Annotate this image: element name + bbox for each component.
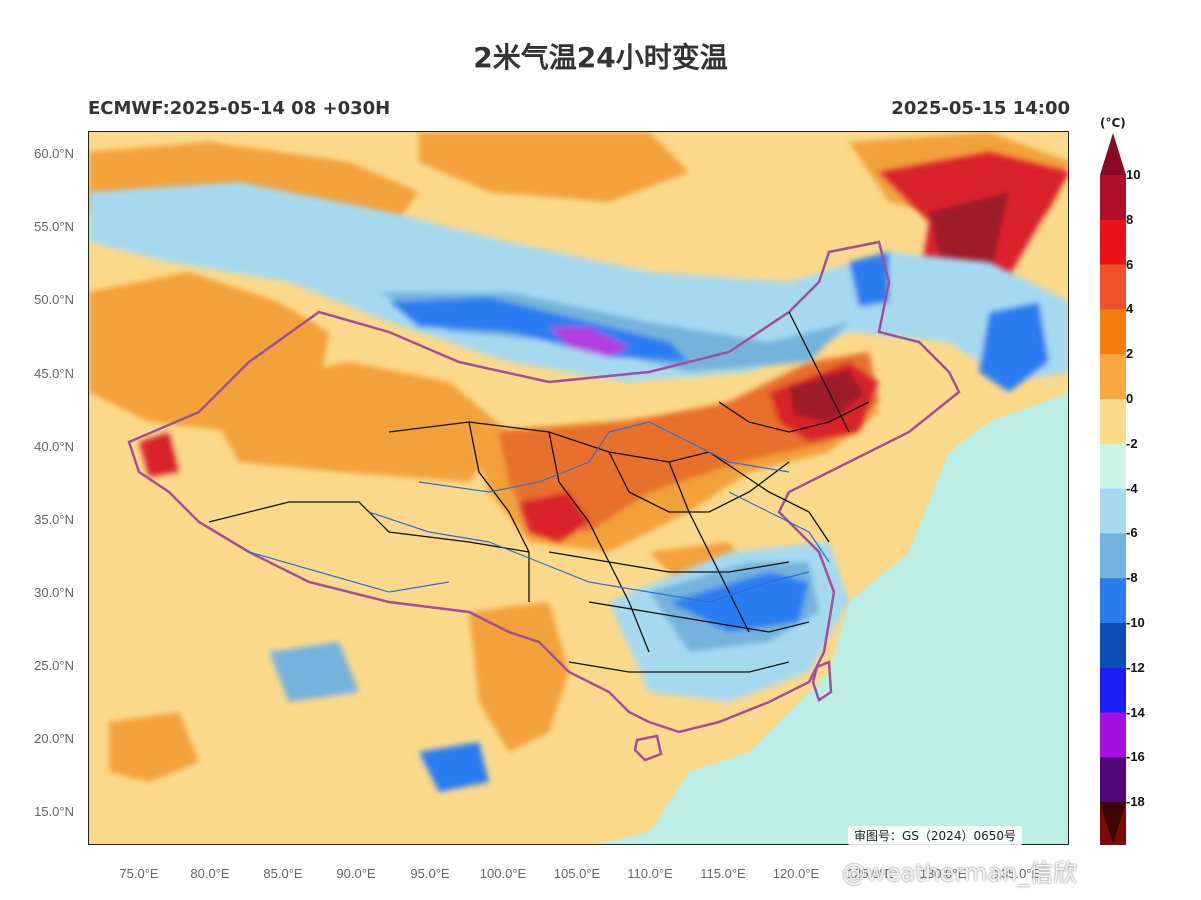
colorbar-segment	[1100, 175, 1126, 221]
colorbar-segment	[1100, 399, 1126, 445]
temperature-change-map	[89, 132, 1068, 844]
colorbar-segment	[1100, 309, 1126, 355]
lat-tick: 55.0°N	[34, 219, 74, 234]
lat-tick: 25.0°N	[34, 658, 74, 673]
lat-tick: 35.0°N	[34, 512, 74, 527]
colorbar-segment	[1100, 578, 1126, 624]
colorbar-label: -14	[1126, 704, 1145, 720]
colorbar-segment	[1100, 354, 1126, 400]
colorbar-top-arrow	[1100, 133, 1126, 175]
colorbar-label: -4	[1126, 480, 1138, 496]
lon-tick: 100.0°E	[479, 866, 527, 881]
colorbar-segment	[1100, 623, 1126, 669]
lon-tick: 115.0°E	[700, 866, 746, 881]
colorbar-label: -10	[1126, 615, 1145, 630]
colorbar-label: 2	[1126, 346, 1134, 362]
lon-tick: 85.0°E	[263, 866, 303, 881]
lon-tick: 75.0°E	[119, 866, 159, 881]
colorbar-label: 4	[1126, 301, 1134, 317]
lat-tick: 45.0°N	[34, 366, 74, 381]
colorbar-label: 0	[1126, 391, 1134, 406]
lon-tick: 110.0°E	[627, 866, 673, 881]
colorbar-label: -2	[1126, 435, 1138, 451]
lat-tick: 20.0°N	[34, 731, 74, 746]
lat-tick: 40.0°N	[34, 439, 74, 454]
map-approval-number: 审图号：GS（2024）0650号	[848, 826, 1022, 845]
watermark: @weatherman_信欣	[842, 859, 1078, 887]
taiwan-outline	[811, 660, 833, 702]
colorbar-segment	[1100, 533, 1126, 579]
lon-tick: 80.0°E	[190, 866, 230, 881]
rivers	[248, 421, 830, 603]
colorbar-label: 8	[1126, 211, 1134, 227]
colorbar-unit: (°C)	[1100, 116, 1126, 130]
lon-tick: 95.0°E	[410, 866, 450, 881]
lon-tick: 130.0°E	[919, 866, 967, 881]
colorbar-segment	[1100, 264, 1126, 310]
valid-time-label: 2025-05-15 14:00	[891, 98, 1070, 119]
colorbar-segment	[1100, 488, 1126, 534]
lon-tick: 120.0°E	[772, 866, 820, 881]
lat-tick: 60.0°N	[34, 146, 74, 161]
lat-tick: 50.0°N	[34, 292, 74, 307]
lat-tick: 30.0°N	[34, 585, 74, 600]
colorbar-label: -6	[1126, 525, 1138, 541]
colorbar-segment	[1100, 667, 1126, 714]
chart-title: 2米气温24小时变温	[473, 41, 728, 74]
cool-anomaly-patches	[89, 182, 1068, 792]
colorbar-label: 6	[1126, 256, 1134, 272]
lon-tick: 135.0°E	[993, 866, 1041, 881]
lat-tick: 15.0°N	[34, 804, 74, 819]
map-panel	[88, 131, 1069, 845]
lon-tick: 105.0°E	[553, 866, 601, 881]
colorbar-segment	[1100, 219, 1126, 266]
province-boundaries	[208, 311, 870, 673]
lon-tick: 90.0°E	[336, 866, 376, 881]
colorbar-label: -8	[1126, 570, 1138, 586]
colorbar-bottom-arrow	[1100, 802, 1126, 844]
colorbar	[1100, 133, 1126, 845]
colorbar-segment	[1100, 757, 1126, 803]
colorbar-label: -12	[1126, 659, 1145, 675]
colorbar-label: -18	[1126, 794, 1145, 810]
colorbar-segment	[1100, 443, 1126, 490]
model-run-label: ECMWF:2025-05-14 08 +030H	[88, 98, 391, 119]
national-border	[127, 240, 961, 734]
hainan-outline	[633, 734, 663, 762]
colorbar-label: 10	[1126, 167, 1141, 182]
colorbar-segment	[1100, 712, 1126, 758]
colorbar-label: -16	[1126, 749, 1145, 765]
colorbar-segments	[1100, 175, 1126, 845]
lon-tick: 125.0°E	[846, 866, 894, 881]
